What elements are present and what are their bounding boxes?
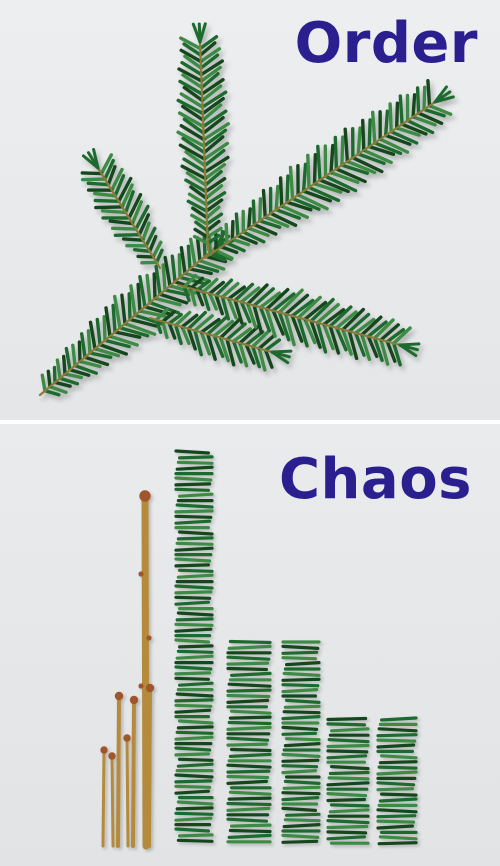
order-caption: Order xyxy=(294,11,478,76)
twig-bud-2 xyxy=(108,752,116,760)
twig-1 xyxy=(101,748,106,848)
chaos-caption: Chaos xyxy=(278,447,472,512)
twig-6 xyxy=(141,492,150,850)
twig-bud-5 xyxy=(129,695,139,705)
twig-7 xyxy=(147,686,152,848)
needle-stack-2 xyxy=(226,639,272,844)
twig-side-bud xyxy=(138,571,144,577)
needle-stack-4 xyxy=(326,716,370,845)
order-panel: Order xyxy=(0,0,500,420)
twig-3 xyxy=(116,694,121,848)
twig-side-bud xyxy=(146,635,152,641)
twig-4 xyxy=(125,736,130,848)
twig-bud-1 xyxy=(100,746,108,754)
twig-5 xyxy=(131,698,136,848)
twig-bud-6 xyxy=(139,490,151,502)
fir-branch-photo xyxy=(38,22,455,397)
branch-left-upper-shoot xyxy=(80,148,164,270)
sorted-twigs xyxy=(100,490,155,850)
needle-stack-1 xyxy=(174,449,214,843)
branch-lower-shoot xyxy=(148,308,293,372)
chaos-panel: Chaos xyxy=(0,424,500,866)
branch-top-shoot xyxy=(176,22,231,252)
needle-stack-5 xyxy=(376,716,418,846)
panel-divider xyxy=(0,420,500,424)
branch-right-upper-shoot xyxy=(203,78,455,262)
twig-side-bud xyxy=(138,683,144,689)
branch-right-lower-shoot xyxy=(176,273,421,367)
needle-stack-3 xyxy=(281,640,321,844)
twig-bud-4 xyxy=(123,734,131,742)
twig-bud-3 xyxy=(114,691,124,701)
twig-bud-7 xyxy=(145,683,155,693)
twig-2 xyxy=(110,754,115,848)
sorted-needles-photo xyxy=(100,449,418,850)
